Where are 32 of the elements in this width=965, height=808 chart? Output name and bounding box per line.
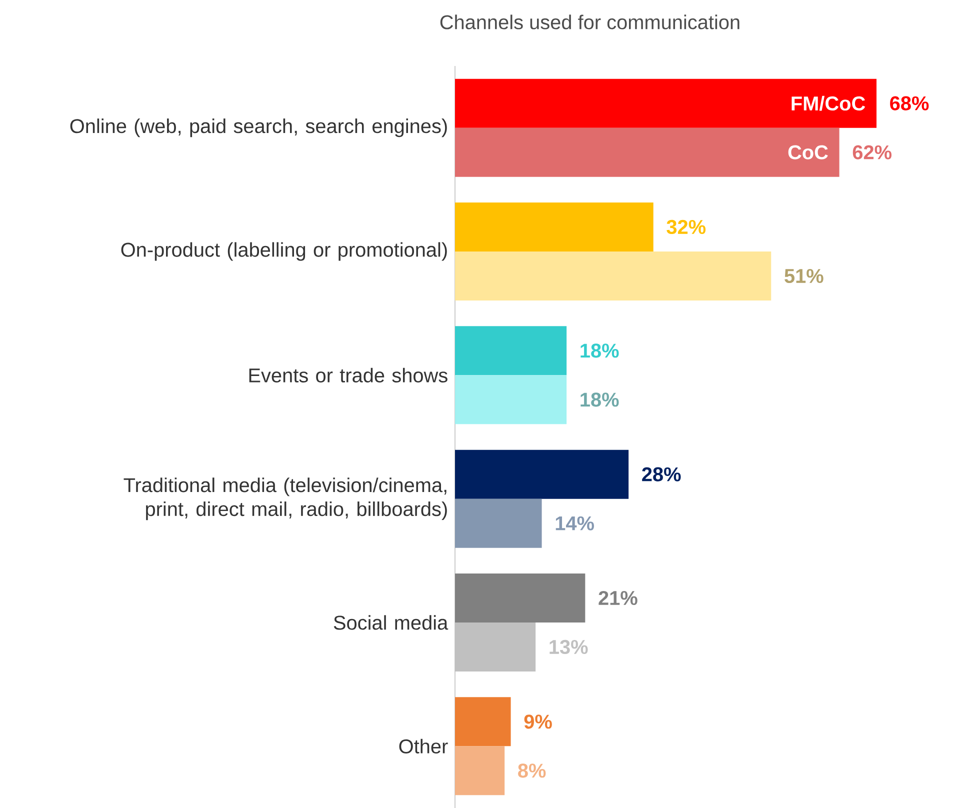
y-tick-label: Traditional media (television/cinema, print, direct mail, radio, billboards): [124, 478, 447, 520]
bar: [455, 498, 542, 548]
bar: [455, 326, 567, 376]
data-label: 14%: [556, 516, 594, 530]
bar: [455, 697, 511, 746]
data-label: 18%: [580, 392, 619, 407]
data-label: 68%: [890, 96, 929, 110]
y-tick-label: Other: [399, 738, 448, 754]
bar: [455, 573, 586, 622]
bar: [455, 251, 772, 300]
data-label: 32%: [666, 220, 706, 234]
bar: [455, 128, 840, 177]
series-label: FM/CoC: [792, 96, 866, 111]
data-label: 13%: [550, 640, 588, 654]
bar: [455, 450, 629, 499]
bar: [455, 78, 876, 128]
y-tick-label: Online (web, paid search, search engines): [70, 118, 447, 138]
data-label: 18%: [580, 344, 619, 358]
data-label: 51%: [784, 268, 824, 284]
series-label: CoC: [788, 145, 828, 160]
data-label: 9%: [524, 714, 552, 729]
chart-title: Channels used for communication: [440, 14, 740, 30]
data-label: 21%: [598, 590, 638, 606]
bar: [455, 375, 567, 424]
y-tick-label: Events or trade shows: [249, 368, 448, 382]
data-label: 8%: [518, 764, 546, 778]
y-tick-label: On-product (labelling or promotional): [121, 242, 447, 261]
y-tick-label: Social media: [334, 615, 448, 630]
bar: [455, 746, 505, 796]
data-label: 62%: [852, 145, 892, 160]
bar: [455, 202, 654, 252]
data-label: 28%: [642, 467, 681, 482]
